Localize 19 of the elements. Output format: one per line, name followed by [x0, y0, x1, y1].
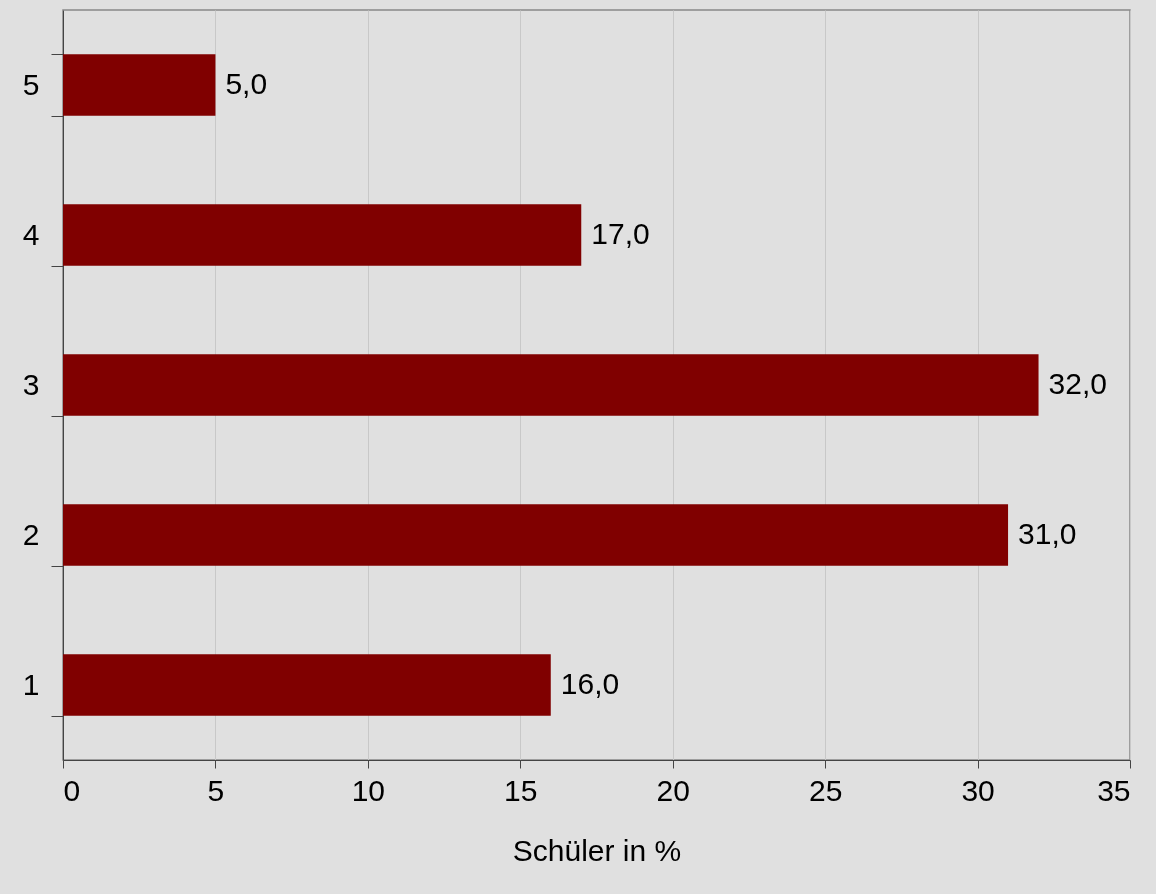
y-tick-label: 3	[22, 367, 40, 401]
x-tick-label: 15	[504, 773, 538, 807]
x-tick-label: 25	[808, 773, 843, 807]
data-label: 16,0	[560, 667, 620, 700]
data-label: 31,0	[1018, 517, 1077, 550]
x-tick-label: 0	[63, 773, 81, 807]
y-tick-label: 2	[22, 517, 40, 551]
y-tick-label: 1	[22, 667, 40, 701]
x-tick-label: 5	[207, 773, 225, 807]
x-axis-title: Schüler in %	[512, 833, 682, 867]
data-label: 5,0	[225, 67, 268, 100]
y-tick-label: 5	[22, 67, 40, 101]
x-tick-label: 35	[1097, 773, 1131, 807]
x-tick-label: 20	[656, 773, 690, 807]
y-tick-label: 4	[22, 217, 40, 251]
data-label: 32,0	[1048, 367, 1107, 400]
data-label: 17,0	[591, 217, 650, 250]
x-tick-label: 30	[961, 773, 995, 807]
x-tick-label: 10	[351, 773, 386, 807]
